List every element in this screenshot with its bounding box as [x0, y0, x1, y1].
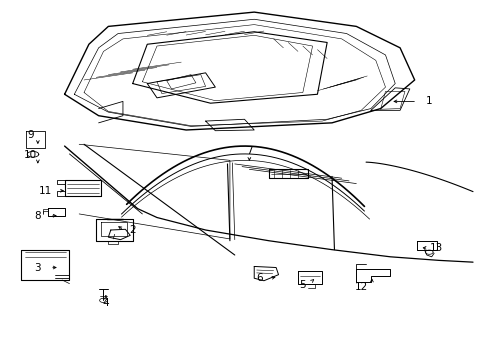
Text: 13: 13 [429, 243, 442, 253]
Text: 7: 7 [245, 147, 252, 157]
Text: 2: 2 [129, 225, 136, 235]
Text: 5: 5 [299, 280, 305, 291]
Text: 9: 9 [27, 130, 34, 140]
Text: 10: 10 [24, 150, 37, 160]
Text: 11: 11 [39, 186, 52, 196]
Text: 4: 4 [102, 298, 109, 308]
Text: 3: 3 [35, 262, 41, 273]
Text: 6: 6 [255, 273, 262, 283]
Text: 8: 8 [35, 211, 41, 221]
Text: 12: 12 [354, 282, 367, 292]
Text: 1: 1 [425, 96, 432, 107]
